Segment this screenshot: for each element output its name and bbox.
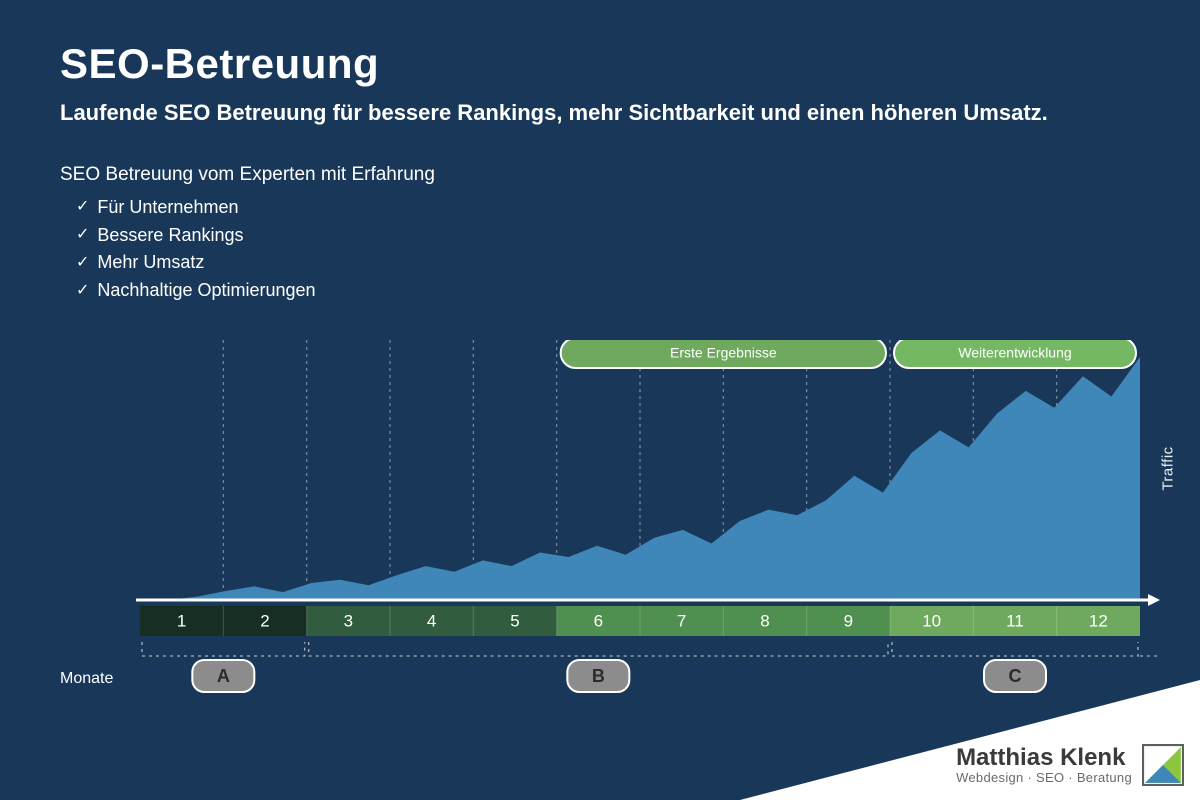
svg-text:B: B bbox=[592, 666, 605, 686]
svg-text:A: A bbox=[217, 666, 230, 686]
brand-name: Matthias Klenk bbox=[956, 745, 1132, 770]
bullet-item: Mehr Umsatz bbox=[97, 249, 204, 277]
brand-tagline: Webdesign · SEO · Beratung bbox=[956, 770, 1132, 785]
bullet-item: Für Unternehmen bbox=[97, 194, 238, 222]
svg-text:3: 3 bbox=[344, 611, 353, 630]
svg-text:9: 9 bbox=[844, 611, 853, 630]
svg-text:11: 11 bbox=[1006, 611, 1024, 630]
svg-text:C: C bbox=[1009, 666, 1022, 686]
svg-text:5: 5 bbox=[510, 611, 519, 630]
bullet-list: ✓ Für Unternehmen ✓ Bessere Rankings ✓ Mehr… bbox=[60, 194, 1140, 306]
chart-svg: Erste ErgebnisseWeiterentwicklung1234567… bbox=[60, 340, 1160, 740]
svg-text:Weiterentwicklung: Weiterentwicklung bbox=[958, 345, 1071, 361]
check-icon: ✓ bbox=[76, 251, 89, 276]
svg-text:12: 12 bbox=[1089, 611, 1108, 630]
svg-text:8: 8 bbox=[760, 611, 769, 630]
bullet-item: Nachhaltige Optimierungen bbox=[97, 277, 315, 305]
svg-text:6: 6 bbox=[594, 611, 603, 630]
svg-text:2: 2 bbox=[260, 611, 269, 630]
bullet-item: Bessere Rankings bbox=[97, 222, 243, 250]
brand-logo-icon bbox=[1142, 744, 1184, 786]
svg-text:7: 7 bbox=[677, 611, 686, 630]
check-icon: ✓ bbox=[76, 223, 89, 248]
brand-block: Matthias Klenk Webdesign · SEO · Beratun… bbox=[956, 744, 1184, 786]
x-axis-label: Monate bbox=[60, 670, 113, 688]
traffic-chart: Monate Traffic Erste ErgebnisseWeiterent… bbox=[60, 340, 1160, 740]
svg-text:4: 4 bbox=[427, 611, 436, 630]
page-title: SEO-Betreuung bbox=[60, 40, 1140, 88]
svg-text:10: 10 bbox=[922, 611, 941, 630]
lead-text: SEO Betreuung vom Experten mit Erfahrung bbox=[60, 164, 1140, 186]
check-icon: ✓ bbox=[76, 195, 89, 220]
y-axis-label: Traffic bbox=[1159, 446, 1176, 490]
page-subtitle: Laufende SEO Betreuung für bessere Ranki… bbox=[60, 98, 1060, 128]
check-icon: ✓ bbox=[76, 279, 89, 304]
svg-text:1: 1 bbox=[177, 611, 186, 630]
svg-text:Erste Ergebnisse: Erste Ergebnisse bbox=[670, 345, 777, 361]
